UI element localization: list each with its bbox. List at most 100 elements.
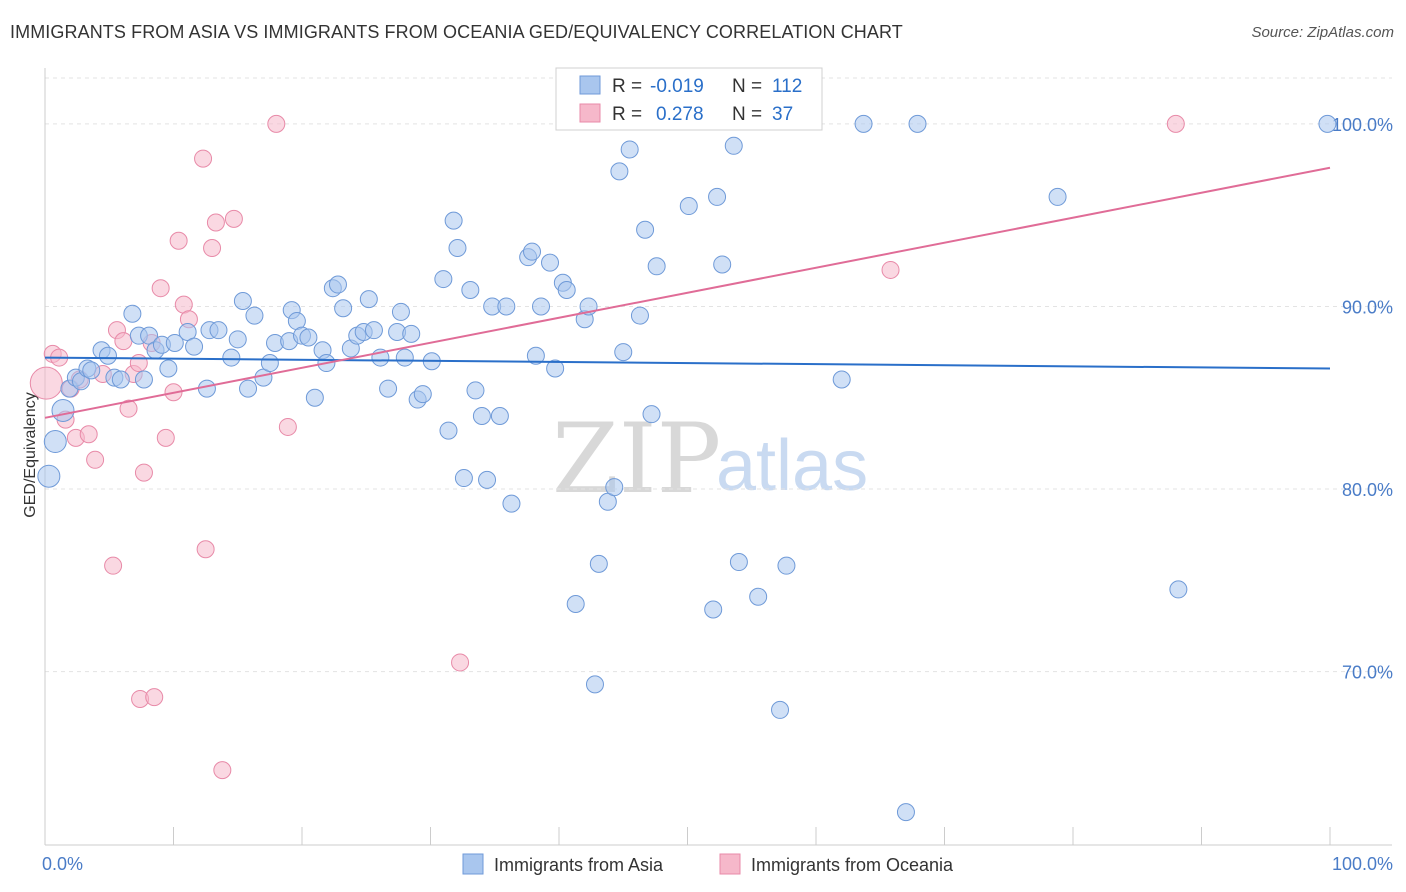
data-point	[37, 464, 61, 488]
data-point	[305, 388, 324, 407]
legend-oceania-n-label: N =	[732, 104, 762, 125]
data-point	[605, 478, 624, 497]
data-point	[233, 291, 252, 310]
data-point	[490, 406, 509, 425]
data-point	[209, 321, 228, 340]
data-point	[777, 556, 796, 575]
data-point	[134, 370, 153, 389]
data-point	[299, 328, 318, 347]
data-point	[439, 421, 458, 440]
data-point	[239, 379, 258, 398]
data-point	[546, 359, 565, 378]
data-point	[713, 255, 732, 274]
data-point	[444, 211, 463, 230]
series-legend-swatch-oceania	[719, 853, 741, 875]
data-point	[151, 279, 170, 298]
x-tick-label: 0.0%	[42, 854, 83, 874]
data-point	[1166, 114, 1185, 133]
data-point	[145, 688, 164, 707]
data-point	[29, 366, 63, 400]
legend-asia-r-value: -0.019	[650, 76, 704, 97]
data-point	[222, 348, 241, 367]
data-point	[523, 242, 542, 261]
data-point	[502, 494, 521, 513]
x-tick-label: 100.0%	[1332, 854, 1393, 874]
legend-oceania-n-value: 37	[772, 104, 793, 125]
correlation-legend: R = -0.019 N = 112 R = 0.278 N = 37	[555, 67, 823, 131]
data-point	[854, 114, 873, 133]
data-point	[359, 290, 378, 309]
data-point	[267, 114, 286, 133]
trend-lines	[44, 166, 1331, 419]
series-legend: Immigrants from Asia Immigrants from Oce…	[462, 853, 954, 875]
series-oceania-points	[29, 114, 1185, 780]
legend-asia-r-label: R =	[612, 76, 642, 97]
data-point	[119, 399, 138, 418]
data-point	[395, 348, 414, 367]
data-point	[896, 803, 915, 822]
data-point	[448, 239, 467, 258]
y-tick-label: 80.0%	[1342, 480, 1393, 500]
trend-line-oceania	[44, 166, 1331, 419]
y-tick-label: 100.0%	[1332, 115, 1393, 135]
data-point	[704, 600, 723, 619]
legend-oceania-r-label: R =	[612, 104, 642, 125]
data-point	[466, 381, 485, 400]
data-point	[630, 306, 649, 325]
data-point	[156, 428, 175, 447]
y-tick-labels: 70.0% 80.0% 90.0% 100.0%	[1332, 115, 1393, 683]
data-point	[197, 379, 216, 398]
data-point	[614, 343, 633, 362]
data-point	[79, 425, 98, 444]
data-point	[364, 321, 383, 340]
data-point	[328, 275, 347, 294]
legend-swatch-asia	[579, 75, 601, 95]
data-point	[82, 361, 101, 380]
data-point	[104, 556, 123, 575]
data-point	[224, 209, 243, 228]
data-point	[51, 399, 75, 423]
trend-line-asia	[44, 356, 1331, 370]
data-point	[589, 554, 608, 573]
data-point	[213, 761, 232, 780]
data-point	[636, 220, 655, 239]
axes	[44, 68, 1392, 846]
data-point	[123, 304, 142, 323]
y-tick-label: 90.0%	[1342, 297, 1393, 317]
data-point	[111, 370, 130, 389]
data-point	[334, 299, 353, 318]
data-point	[647, 257, 666, 276]
data-point	[129, 354, 148, 373]
data-point	[203, 239, 222, 258]
data-point	[541, 253, 560, 272]
series-legend-swatch-asia	[462, 853, 484, 875]
chart-title: IMMIGRANTS FROM ASIA VS IMMIGRANTS FROM …	[10, 22, 903, 42]
data-point	[729, 553, 748, 572]
data-point	[526, 346, 545, 365]
data-point	[379, 379, 398, 398]
legend-asia-n-label: N =	[732, 76, 762, 97]
data-point	[245, 306, 264, 325]
data-point	[642, 405, 661, 424]
data-point	[1048, 187, 1067, 206]
data-point	[610, 162, 629, 181]
data-point	[497, 297, 516, 316]
data-point	[98, 346, 117, 365]
data-point	[454, 469, 473, 488]
data-point	[620, 140, 639, 159]
data-point	[585, 675, 604, 694]
series-legend-label-oceania: Immigrants from Oceania	[751, 855, 954, 875]
data-point	[832, 370, 851, 389]
data-point	[679, 197, 698, 216]
data-point	[708, 187, 727, 206]
data-point	[749, 587, 768, 606]
data-point	[185, 337, 204, 356]
data-point	[206, 213, 225, 232]
data-point	[43, 430, 67, 454]
data-point	[532, 297, 551, 316]
data-point	[260, 354, 279, 373]
data-point	[165, 333, 184, 352]
data-point	[413, 385, 432, 404]
y-axis-label: GED/Equivalency	[22, 392, 39, 517]
